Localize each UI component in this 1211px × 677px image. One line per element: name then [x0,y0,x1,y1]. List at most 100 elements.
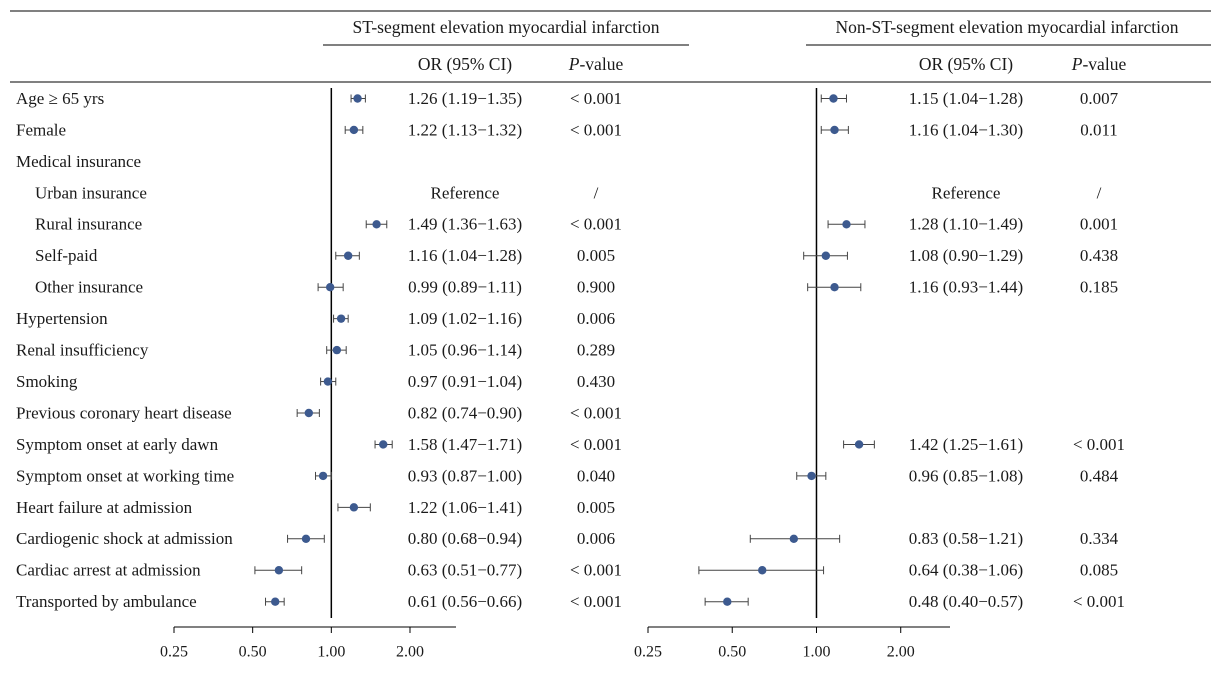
row-label: Cardiac arrest at admission [16,561,201,580]
or-ci-value: 0.61 (0.56−0.66) [408,592,522,611]
or-ci-value: 1.16 (1.04−1.30) [909,120,1023,139]
p-value: < 0.001 [1073,435,1125,454]
or-point [332,345,342,355]
p-value: 0.007 [1080,89,1119,108]
or-ci-value: 0.99 (0.89−1.11) [408,278,522,297]
panel-title: Non-ST-segment elevation myocardial infa… [836,17,1179,37]
x-tick-label: 0.50 [239,644,267,661]
x-tick-label: 2.00 [887,644,915,661]
p-value: 0.005 [577,246,615,265]
or-ci-value: 1.09 (1.02−1.16) [408,309,522,328]
p-value: 0.085 [1080,561,1118,580]
p-value: < 0.001 [570,120,622,139]
p-value: 0.006 [577,529,615,548]
p-value: 0.438 [1080,246,1118,265]
or-ci-value: 0.83 (0.58−1.21) [909,529,1023,548]
p-value: < 0.001 [1073,592,1125,611]
or-ci-value: 1.16 (1.04−1.28) [408,246,522,265]
p-value: 0.334 [1080,529,1119,548]
or-point [789,534,799,543]
p-value: < 0.001 [570,561,622,580]
row-label: Urban insurance [35,183,147,202]
or-ci-value: 0.80 (0.68−0.94) [408,529,522,548]
or-point [758,566,767,575]
p-value: 0.006 [577,309,615,328]
or-point [353,94,362,103]
or-point [372,220,381,229]
or-point [271,597,280,606]
p-value: 0.185 [1080,278,1118,297]
or-point [304,408,314,418]
or-point [830,283,839,292]
or-point [821,251,831,260]
or-ci-value: 1.05 (0.96−1.14) [408,341,522,360]
or-point [323,377,333,386]
nstemi-panel: Non-ST-segment elevation myocardial infa… [634,17,1211,661]
or-ci-value: 1.58 (1.47−1.71) [408,435,522,454]
x-tick-label: 0.25 [634,644,662,661]
or-ci-value: 0.63 (0.51−0.77) [408,561,522,580]
or-point [343,251,353,260]
reference-label: Reference [932,183,1001,202]
x-tick-label: 0.50 [718,644,746,661]
row-label: Female [16,120,66,139]
or-ci-value: 1.49 (1.36−1.63) [408,215,522,234]
or-ci-value: 1.22 (1.06−1.41) [408,498,522,517]
or-column-header: OR (95% CI) [418,54,512,74]
row-label: Age ≥ 65 yrs [16,89,104,108]
row-label: Transported by ambulance [16,592,197,611]
p-value: 0.484 [1080,466,1119,485]
stemi-panel: ST-segment elevation myocardial infarcti… [16,17,689,661]
p-value: < 0.001 [570,403,622,422]
row-label: Hypertension [16,309,108,328]
row-label: Self-paid [35,246,98,265]
panel-title: ST-segment elevation myocardial infarcti… [353,17,660,37]
or-point [842,220,851,229]
or-ci-value: 0.48 (0.40−0.57) [909,592,1023,611]
p-value: / [1097,183,1102,202]
p-value: < 0.001 [570,435,622,454]
p-value-column-header: P-value [568,54,624,74]
or-ci-value: 1.16 (0.93−1.44) [909,278,1023,297]
x-tick-label: 2.00 [396,644,424,661]
p-value: < 0.001 [570,89,622,108]
or-ci-value: 1.42 (1.25−1.61) [909,435,1023,454]
or-ci-value: 0.97 (0.91−1.04) [408,372,522,391]
p-value: 0.011 [1080,120,1118,139]
or-ci-value: 1.26 (1.19−1.35) [408,89,522,108]
or-point [274,566,284,575]
or-point [829,94,838,103]
or-ci-value: 1.08 (0.90−1.29) [909,246,1023,265]
or-ci-value: 0.93 (0.87−1.00) [408,466,522,485]
row-label: Rural insurance [35,215,142,234]
row-label: Previous coronary heart disease [16,403,232,422]
p-value: 0.289 [577,341,615,360]
or-ci-value: 1.28 (1.10−1.49) [909,215,1023,234]
p-value: 0.430 [577,372,615,391]
row-label: Heart failure at admission [16,498,193,517]
or-column-header: OR (95% CI) [919,54,1013,74]
x-tick-label: 1.00 [802,644,830,661]
or-point [349,125,359,135]
x-tick-label: 0.25 [160,644,188,661]
or-point [325,283,335,292]
p-value: 0.001 [1080,215,1118,234]
or-ci-value: 0.64 (0.38−1.06) [909,561,1023,580]
p-value: 0.040 [577,466,615,485]
p-value: / [594,183,599,202]
row-label: Renal insufficiency [16,341,149,360]
or-point [301,534,311,543]
row-label: Symptom onset at early dawn [16,435,219,454]
row-label: Other insurance [35,278,143,297]
or-ci-value: 1.22 (1.13−1.32) [408,120,522,139]
p-value: < 0.001 [570,592,622,611]
or-point [807,471,816,481]
p-value-column-header: P-value [1071,54,1127,74]
row-label: Symptom onset at working time [16,466,234,485]
or-point [349,503,359,512]
row-label: Cardiogenic shock at admission [16,529,233,548]
or-ci-value: 0.82 (0.74−0.90) [408,403,522,422]
or-point [854,440,864,449]
p-value: 0.005 [577,498,615,517]
